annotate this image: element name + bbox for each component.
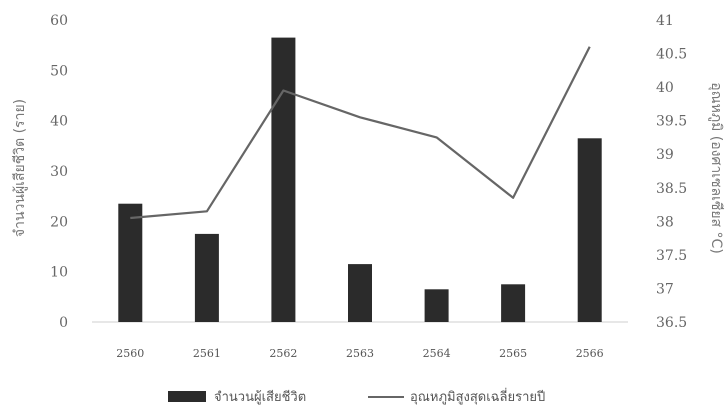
y-axis-right-ticks: 36.5 37 37.5 38 38.5 39 39.5 40 40.5 41 xyxy=(656,13,687,331)
y-tick-label: 40 xyxy=(50,114,68,130)
y2-tick-label: 36.5 xyxy=(656,315,687,331)
y2-tick-label: 37 xyxy=(656,281,674,297)
x-axis-ticks: 2560 2561 2562 2563 2564 2565 2566 xyxy=(116,347,603,360)
y-tick-label: 0 xyxy=(59,315,68,331)
y2-tick-label: 38 xyxy=(656,214,674,230)
y-axis-left-ticks: 0 10 20 30 40 50 60 xyxy=(50,13,68,331)
y-tick-label: 60 xyxy=(50,13,68,29)
x-tick-label: 2564 xyxy=(423,347,451,360)
y-axis-right-title: อุณหภูมิ (องศาเซลเซียส °C) xyxy=(708,82,724,254)
y-tick-label: 10 xyxy=(50,265,68,281)
bar-2564 xyxy=(424,289,449,322)
bar-2566 xyxy=(577,138,602,322)
y-tick-label: 50 xyxy=(50,63,68,79)
y2-tick-label: 40.5 xyxy=(656,47,687,63)
y-tick-label: 30 xyxy=(50,164,68,180)
y2-tick-label: 38.5 xyxy=(656,181,687,197)
x-tick-label: 2563 xyxy=(346,347,374,360)
line-path xyxy=(130,46,591,220)
bar-2561 xyxy=(194,233,219,322)
y2-tick-label: 39.5 xyxy=(656,114,687,130)
x-tick-label: 2566 xyxy=(576,347,604,360)
bar-2560 xyxy=(118,203,143,322)
legend-bar-swatch xyxy=(168,391,206,402)
y-axis-left-title: จำนวนผู้เสียชีวิต (ราย) xyxy=(12,99,28,237)
legend: จำนวนผู้เสียชีวิต อุณหภูมิสูงสุดเฉลี่ยรา… xyxy=(168,388,545,405)
x-tick-label: 2562 xyxy=(269,347,297,360)
y2-tick-label: 39 xyxy=(656,147,674,163)
bar-2565 xyxy=(501,284,526,323)
y2-tick-label: 37.5 xyxy=(656,248,687,264)
bar-2562 xyxy=(271,37,296,322)
x-tick-label: 2565 xyxy=(499,347,527,360)
line-series xyxy=(130,46,591,220)
y2-tick-label: 41 xyxy=(656,13,674,29)
legend-line-label: อุณหภูมิสูงสุดเฉลี่ยรายปี xyxy=(410,388,545,405)
x-tick-label: 2561 xyxy=(193,347,221,360)
bar-2563 xyxy=(348,264,372,322)
x-tick-label: 2560 xyxy=(116,347,144,360)
bar-series xyxy=(118,37,602,323)
legend-bar-label: จำนวนผู้เสียชีวิต xyxy=(214,389,306,405)
y-tick-label: 20 xyxy=(50,214,68,230)
y2-tick-label: 40 xyxy=(656,80,674,96)
